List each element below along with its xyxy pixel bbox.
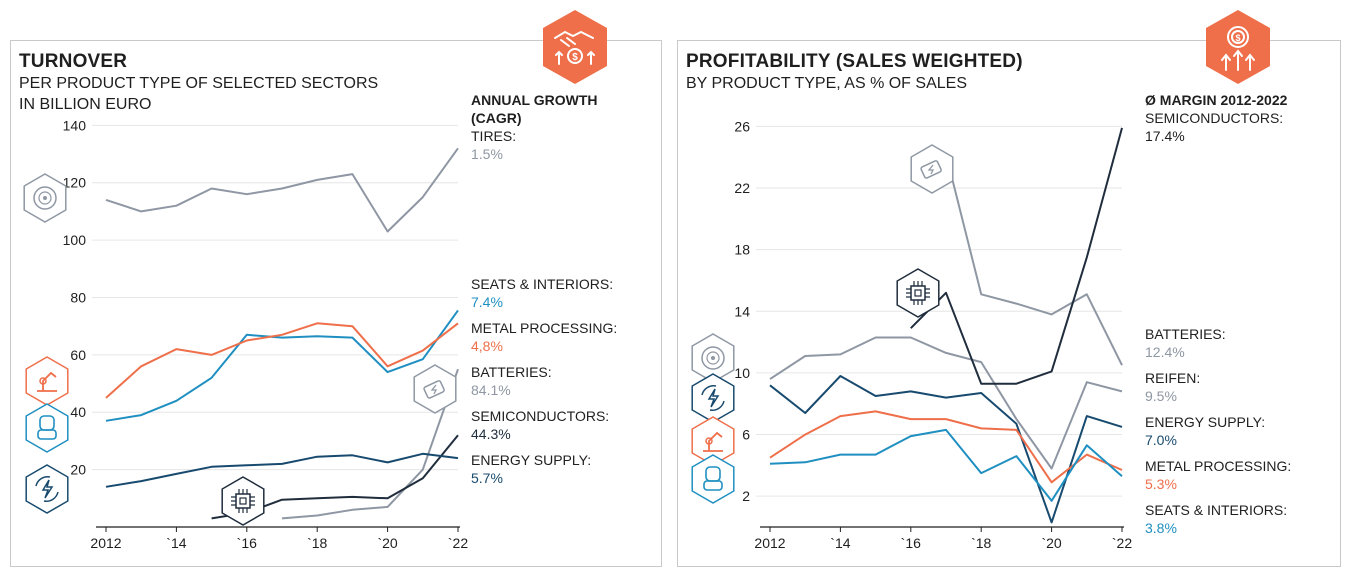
x-tick-label: `20 <box>1041 535 1061 551</box>
x-tick-label: `18 <box>307 535 327 551</box>
legend-label: SEATS & INTERIORS: <box>471 275 617 293</box>
legend-value: 4,8% <box>471 337 617 355</box>
x-tick-label: 2012 <box>754 535 785 551</box>
y-tick-label: 14 <box>734 303 750 319</box>
y-tick-label: 26 <box>734 118 750 134</box>
legend-label: METAL PROCESSING: <box>471 319 617 337</box>
y-tick-label: 100 <box>63 232 87 248</box>
svg-text:$: $ <box>572 52 578 63</box>
x-tick-label: `22 <box>1112 535 1132 551</box>
legend-value: 7.4% <box>471 293 617 311</box>
margin-legend: Ø MARGIN 2012-2022 SEMICONDUCTORS: 17.4% B… <box>1145 91 1291 545</box>
battery-icon <box>414 365 456 413</box>
legend-heading-2: (CAGR) <box>471 109 617 127</box>
y-tick-label: 20 <box>70 462 86 478</box>
energy-icon <box>692 374 734 422</box>
y-tick-label: 40 <box>70 404 86 420</box>
legend-label: ENERGY SUPPLY: <box>1145 413 1291 431</box>
x-tick-label: `20 <box>377 535 397 551</box>
x-tick-label: 2012 <box>90 535 121 551</box>
robot-arm-icon <box>26 357 68 405</box>
cagr-legend: ANNUAL GROWTH (CAGR) TIRES: 1.5% SEATS & I… <box>471 91 617 495</box>
series-line-metal-processing <box>106 323 458 398</box>
legend-label: SEATS & INTERIORS: <box>1145 501 1291 519</box>
seat-icon <box>692 455 734 503</box>
legend-value: 84.1% <box>471 381 617 399</box>
x-tick-label: `16 <box>237 535 257 551</box>
x-tick-label: `22 <box>448 535 468 551</box>
svg-text:$: $ <box>1235 33 1240 43</box>
legend-label: METAL PROCESSING: <box>1145 457 1291 475</box>
series-line-tires <box>106 148 458 231</box>
legend-value: 44.3% <box>471 425 617 443</box>
legend-value: 5.3% <box>1145 475 1291 493</box>
dollar-growth-badge-icon: $ <box>1204 8 1272 86</box>
tire-icon <box>24 174 66 222</box>
y-tick-label: 2 <box>742 488 750 504</box>
legend-label: ENERGY SUPPLY: <box>471 451 617 469</box>
legend-value: 12.4% <box>1145 343 1291 361</box>
profitability-panel: PROFITABILITY (SALES WEIGHTED) BY PRODUC… <box>677 40 1341 567</box>
battery-icon <box>911 145 953 193</box>
y-tick-label: 22 <box>734 180 750 196</box>
legend-label: REIFEN: <box>1145 369 1291 387</box>
legend-value: 1.5% <box>471 145 617 163</box>
x-tick-label: `16 <box>901 535 921 551</box>
y-tick-label: 6 <box>742 427 750 443</box>
chip-icon <box>222 477 264 525</box>
seat-icon <box>26 404 68 452</box>
legend-value: 5.7% <box>471 469 617 487</box>
legend-value: 3.8% <box>1145 519 1291 537</box>
series-line-seats-interiors <box>770 430 1122 501</box>
legend-label: BATTERIES: <box>471 363 617 381</box>
legend-label: SEMICONDUCTORS: <box>471 407 617 425</box>
y-tick-label: 18 <box>734 242 750 258</box>
legend-label: BATTERIES: <box>1145 325 1291 343</box>
legend-value: 9.5% <box>1145 387 1291 405</box>
series-line-energy-supply <box>106 454 458 487</box>
y-tick-label: 80 <box>70 289 86 305</box>
chip-icon <box>897 269 939 317</box>
series-line-energy-supply <box>770 376 1122 522</box>
legend-value: 7.0% <box>1145 431 1291 449</box>
x-tick-label: `14 <box>830 535 850 551</box>
x-tick-label: `14 <box>166 535 186 551</box>
y-tick-label: 10 <box>734 365 750 381</box>
turnover-panel: TURNOVER PER PRODUCT TYPE OF SELECTED SE… <box>10 40 662 567</box>
series-line-batteries <box>946 154 1122 365</box>
energy-icon <box>26 465 68 513</box>
legend-label: TIRES: <box>471 127 617 145</box>
legend-heading: Ø MARGIN 2012-2022 <box>1145 91 1291 109</box>
legend-heading: ANNUAL GROWTH <box>471 91 617 109</box>
legend-value: 17.4% <box>1145 127 1291 145</box>
y-tick-label: 60 <box>70 347 86 363</box>
legend-label: SEMICONDUCTORS: <box>1145 109 1291 127</box>
series-line-seats-interiors <box>106 310 458 420</box>
series-line-reifen <box>770 338 1122 469</box>
handshake-money-badge-icon: $ <box>541 8 609 86</box>
x-tick-label: `18 <box>971 535 991 551</box>
y-tick-label: 140 <box>63 117 87 133</box>
